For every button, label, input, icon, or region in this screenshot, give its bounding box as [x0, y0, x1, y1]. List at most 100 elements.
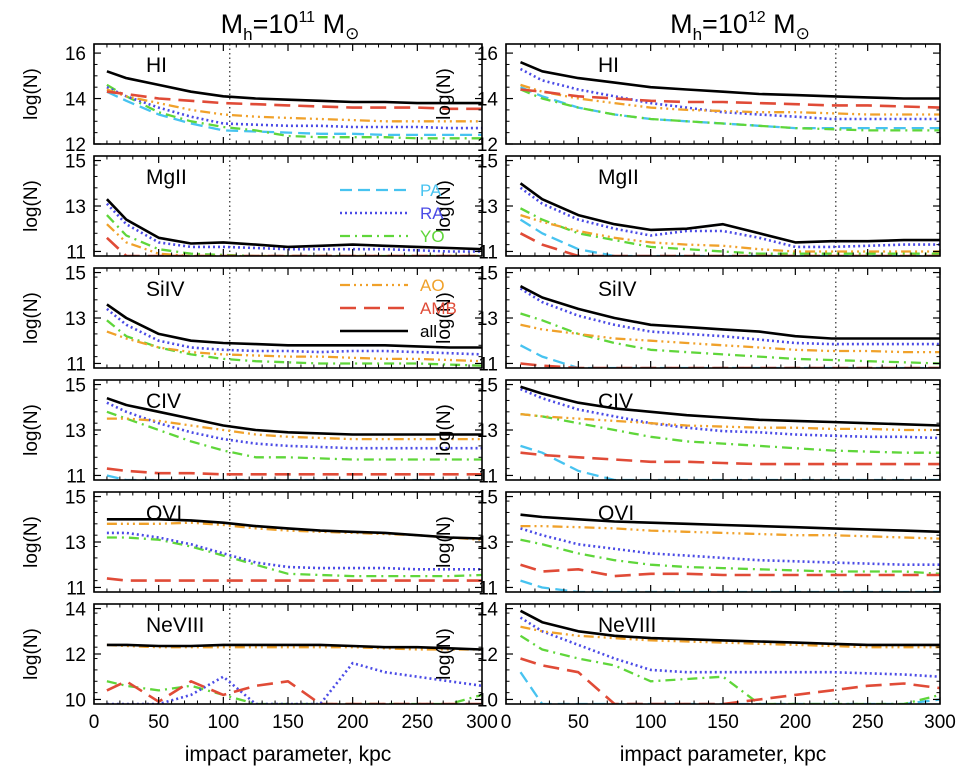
y-tick-label: 15 — [65, 152, 86, 173]
series-all — [106, 396, 482, 436]
x-tick-label: 150 — [707, 712, 739, 733]
series-amb — [520, 563, 940, 578]
x-tick-label: 200 — [779, 712, 811, 733]
series-all — [106, 517, 482, 540]
series-ao — [520, 625, 940, 649]
series-ao — [106, 417, 482, 441]
y-tick-label: 15 — [477, 152, 498, 173]
y-tick-label: 14 — [65, 600, 87, 621]
series-all — [520, 513, 940, 534]
legend-label-ao: AO — [420, 276, 445, 295]
panel-mgii: 11 13 15 MgII log(N) — [434, 152, 941, 263]
y-tick-label: 10 — [65, 690, 86, 711]
series-ao — [520, 412, 940, 432]
series-pa — [520, 579, 940, 592]
panel-neviii: 10 12 14 NeVIII log(N) — [434, 600, 941, 711]
x-tick-label: 300 — [924, 712, 956, 733]
x-tick-label: 250 — [852, 712, 884, 733]
series-ao — [520, 323, 940, 354]
y-tick-label: 14 — [477, 90, 499, 111]
series-ao — [520, 214, 940, 253]
ion-label: CIV — [146, 390, 181, 413]
series-all — [106, 70, 482, 105]
y-tick-label: 12 — [65, 645, 86, 666]
y-axis-label: log(N) — [434, 516, 455, 568]
legend-label-ra: RA — [420, 204, 444, 223]
x-tick-label: 50 — [148, 712, 169, 733]
y-tick-label: 11 — [66, 242, 86, 263]
x-axis-label: impact parameter, kpc — [185, 743, 392, 766]
series-pa — [519, 344, 940, 368]
ion-label: OVI — [146, 502, 182, 525]
legend-label-amb: AMB — [420, 299, 457, 318]
y-axis-label: log(N) — [21, 404, 42, 456]
y-axis-label: log(N) — [21, 516, 42, 568]
series-yo — [520, 538, 940, 575]
series-ra — [519, 186, 940, 249]
y-tick-label: 16 — [65, 44, 86, 65]
ion-label: CIV — [598, 390, 633, 413]
y-tick-label: 15 — [477, 264, 498, 285]
y-tick-label: 15 — [65, 376, 86, 397]
series-amb — [106, 679, 482, 704]
series-amb — [520, 451, 940, 466]
y-axis-label: log(N) — [434, 404, 455, 456]
column-titles: Mh=1011 M⊙ Mh=1012 M⊙ — [221, 9, 810, 44]
y-tick-label: 14 — [65, 90, 87, 111]
legend-label-all: all — [420, 322, 437, 341]
series-ao — [520, 524, 940, 540]
x-tick-label: 50 — [568, 712, 589, 733]
y-tick-label: 15 — [65, 488, 86, 509]
y-axis-label: log(N) — [21, 628, 42, 680]
legend: PA RA YO AO AMB all — [340, 181, 457, 341]
series-amb — [106, 90, 482, 111]
y-tick-label: 11 — [478, 242, 498, 263]
panel-siiv: 11 13 15 SiIV log(N) — [434, 264, 941, 375]
y-tick-label: 10 — [477, 690, 498, 711]
y-tick-label: 11 — [66, 578, 86, 599]
y-axis-label: log(N) — [434, 180, 455, 232]
x-axis-labels: 0 50 100 150 200 250 300 impact parameter, kpc 0… — [89, 712, 956, 766]
series-yo — [106, 680, 482, 704]
y-axis-label: log(N) — [434, 68, 455, 120]
panel-neviii: 10 12 14 NeVIII log(N) — [21, 600, 483, 711]
series-ao — [106, 521, 482, 541]
x-tick-label: 200 — [337, 712, 369, 733]
series-yo — [106, 83, 482, 140]
series-amb — [520, 657, 940, 704]
series-all — [520, 385, 940, 427]
ion-label: NeVIII — [598, 614, 656, 637]
series-ra — [520, 527, 940, 567]
x-tick-label: 250 — [401, 712, 433, 733]
y-axis-label: log(N) — [21, 292, 42, 344]
y-tick-label: 13 — [65, 421, 86, 442]
y-tick-label: 14 — [477, 600, 499, 621]
series-yo — [106, 319, 482, 367]
series-yo — [106, 410, 482, 461]
series-all — [105, 198, 482, 251]
series-ra — [106, 401, 482, 450]
series-amb — [106, 577, 482, 582]
y-tick-label: 13 — [477, 421, 498, 442]
x-tick-label: 100 — [207, 712, 239, 733]
series-ao — [106, 643, 482, 651]
y-tick-label: 13 — [477, 309, 498, 330]
series-ra — [519, 67, 940, 121]
panel-frame — [505, 267, 941, 369]
y-tick-label: 12 — [477, 135, 498, 156]
y-tick-label: 13 — [477, 197, 498, 218]
series-all — [519, 285, 940, 340]
x-tick-label: 150 — [272, 712, 304, 733]
x-tick-label: 0 — [89, 712, 100, 733]
panel-hi: 12 14 16 HI log(N) — [434, 43, 941, 156]
panel-civ: 11 13 15 CIV log(N) — [21, 376, 483, 487]
ion-label: SiIV — [146, 278, 185, 301]
y-tick-label: 11 — [478, 578, 498, 599]
y-axis-label: log(N) — [434, 292, 455, 344]
series-all — [519, 609, 940, 647]
series-all — [519, 61, 940, 100]
ion-label: SiIV — [598, 278, 637, 301]
y-tick-label: 12 — [477, 645, 498, 666]
series-amb — [106, 467, 482, 476]
series-pa — [520, 444, 940, 480]
